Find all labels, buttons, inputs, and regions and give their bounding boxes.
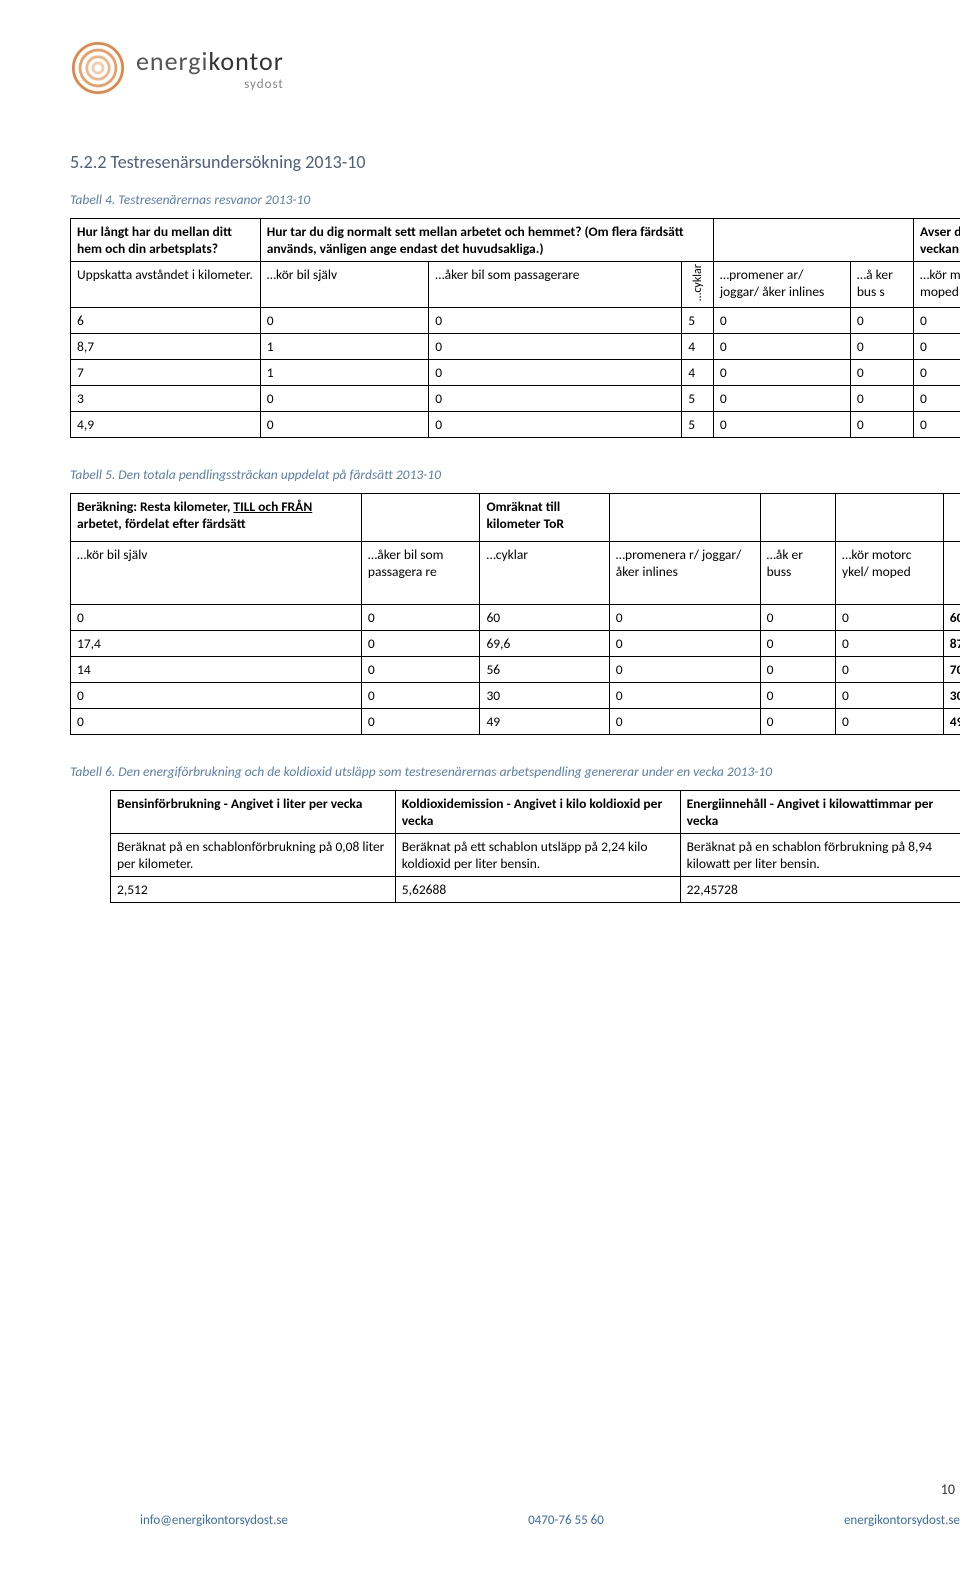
- table-row: 7104000: [71, 359, 960, 385]
- t5-col-cykl: …cyklar: [480, 542, 609, 604]
- t6-h3: Energiinnehåll - Angivet i kilowattimmar…: [680, 790, 960, 833]
- t4-uppskatta: Uppskatta avståndet i kilometer.: [71, 262, 261, 308]
- page-number: 10: [941, 1481, 955, 1498]
- table-row: 0030000300: [71, 682, 960, 708]
- t4-q1: Hur långt har du mellan ditt hem och din…: [71, 219, 261, 262]
- table6: Bensinförbrukning - Angivet i liter per …: [110, 790, 960, 903]
- t5-col-moped: …kör motorc ykel/ moped: [836, 542, 944, 604]
- t4-q2: Hur tar du dig normalt sett mellan arbet…: [260, 219, 713, 262]
- logo-sub: sydost: [136, 77, 284, 92]
- logo: energikontor sydost: [70, 40, 960, 96]
- t4-col-pass: …åker bil som passagerare: [429, 262, 682, 308]
- table-row: 140560007060: [71, 656, 960, 682]
- table-row: 6005000: [71, 307, 960, 333]
- logo-brand: energikontor: [136, 45, 284, 77]
- table-row: 8,7104000: [71, 333, 960, 359]
- footer-site[interactable]: energikontorsydost.se: [844, 1513, 960, 1528]
- t5-calc: Beräkning: Resta kilometer, TILL och FRÅ…: [71, 493, 362, 541]
- table5: Beräkning: Resta kilometer, TILL och FRÅ…: [70, 493, 960, 735]
- t4-col-moped: …kör motorcy kel/ moped: [914, 262, 960, 308]
- t5-col-pass: …åker bil som passagera re: [361, 542, 480, 604]
- table4-caption: Tabell 4. Testresenärernas resvanor 2013…: [70, 191, 960, 208]
- t4-avser: Avser dagar i veckan: [914, 219, 960, 262]
- table-row: 17,4069,60008774: [71, 630, 960, 656]
- footer-phone[interactable]: 0470-76 55 60: [528, 1513, 604, 1528]
- t5-col-prom: …promenera r/ joggar/ åker inlines: [609, 542, 760, 604]
- t5-col-total: TOTALT: [943, 542, 960, 604]
- table-row: 3005000: [71, 385, 960, 411]
- table6-caption: Tabell 6. Den energiförbrukning och de k…: [70, 763, 960, 780]
- footer: info@energikontorsydost.se 0470-76 55 60…: [140, 1513, 960, 1528]
- table4: Hur långt har du mellan ditt hem och din…: [70, 218, 960, 438]
- t5-col-bil: …kör bil själv: [71, 542, 362, 604]
- table-row: 0060000600: [71, 604, 960, 630]
- section-heading: 5.2.2 Testresenärsundersökning 2013-10: [70, 151, 960, 173]
- t5-col-buss: …åk er buss: [760, 542, 835, 604]
- table-row: Beräknat på en schablonförbrukning på 0,…: [111, 833, 960, 876]
- t5-tor: Omräknat till kilometer ToR: [480, 493, 609, 541]
- t4-col-buss: …å ker bus s: [850, 262, 913, 308]
- footer-email[interactable]: info@energikontorsydost.se: [140, 1513, 288, 1528]
- table-row: 4,9005000: [71, 411, 960, 437]
- t6-h2: Koldioxidemission - Angivet i kilo koldi…: [395, 790, 680, 833]
- t4-col-prom: …promener ar/ joggar/ åker inlines: [713, 262, 850, 308]
- t4-col-bil: …kör bil själv: [260, 262, 429, 308]
- table5-caption: Tabell 5. Den totala pendlingssträckan u…: [70, 466, 960, 483]
- table-row: 0049000490: [71, 708, 960, 734]
- t6-h1: Bensinförbrukning - Angivet i liter per …: [111, 790, 396, 833]
- logo-swirl-icon: [70, 40, 126, 96]
- table-row: 2,512 5,62688 22,45728: [111, 876, 960, 902]
- t4-col-cyklar: …cyklar: [682, 262, 714, 308]
